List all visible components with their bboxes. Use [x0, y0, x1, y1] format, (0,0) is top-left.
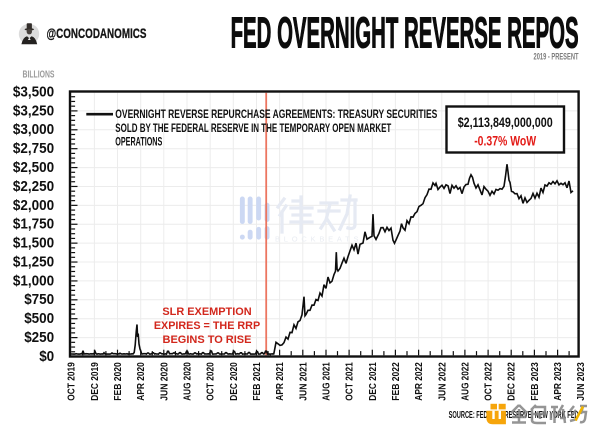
- svg-text:FEB 2020: FEB 2020: [113, 362, 124, 401]
- svg-text:AUG 2021: AUG 2021: [322, 362, 333, 401]
- svg-text:$2,113,849,000,000: $2,113,849,000,000: [458, 115, 553, 130]
- svg-text:FED OVERNIGHT REVERSE REPOS: FED OVERNIGHT REVERSE REPOS: [231, 10, 579, 58]
- svg-text:SLR EXEMPTION: SLR EXEMPTION: [162, 306, 251, 318]
- svg-text:BLOCKBEATS: BLOCKBEATS: [275, 235, 362, 244]
- svg-text:APR 2022: APR 2022: [414, 362, 425, 401]
- svg-text:DEC 2021: DEC 2021: [368, 362, 379, 401]
- svg-text:SOLD BY THE FEDERAL RESERVE IN: SOLD BY THE FEDERAL RESERVE IN THE TEMPO…: [115, 123, 391, 135]
- svg-text:DEC 2019: DEC 2019: [90, 362, 101, 401]
- svg-text:APR 2023: APR 2023: [553, 362, 564, 401]
- svg-text:BEGINS TO RISE: BEGINS TO RISE: [163, 334, 252, 346]
- svg-text:@CONCODANOMICS: @CONCODANOMICS: [47, 26, 147, 41]
- svg-text:$0: $0: [39, 348, 54, 365]
- svg-text:OCT 2021: OCT 2021: [345, 362, 356, 401]
- svg-text:DEC 2022: DEC 2022: [507, 362, 518, 401]
- svg-text:2019 - PRESENT: 2019 - PRESENT: [534, 51, 579, 61]
- svg-text:AUG 2020: AUG 2020: [183, 362, 194, 401]
- svg-text:DEC 2020: DEC 2020: [229, 362, 240, 401]
- svg-text:AUG 2022: AUG 2022: [460, 362, 471, 401]
- svg-text:$3,500: $3,500: [13, 83, 54, 100]
- svg-text:OCT 2020: OCT 2020: [206, 362, 217, 401]
- svg-text:APR 2020: APR 2020: [136, 362, 147, 401]
- svg-text:$1,750: $1,750: [13, 216, 54, 233]
- svg-text:OCT 2022: OCT 2022: [484, 362, 495, 401]
- svg-text:$750: $750: [24, 291, 54, 308]
- svg-text:OCT 2019: OCT 2019: [67, 362, 78, 401]
- svg-text:OVERNIGHT REVERSE REPURCHASE A: OVERNIGHT REVERSE REPURCHASE AGREEMENTS:…: [115, 109, 437, 121]
- svg-text:-0.37% WoW: -0.37% WoW: [474, 134, 537, 149]
- svg-text:$1,250: $1,250: [13, 253, 54, 270]
- svg-text:$2,000: $2,000: [13, 197, 54, 214]
- svg-text:APR 2021: APR 2021: [275, 362, 286, 401]
- svg-text:FEB 2023: FEB 2023: [530, 362, 541, 401]
- svg-text:EXPIRES = THE RRP: EXPIRES = THE RRP: [154, 320, 261, 332]
- svg-text:$500: $500: [24, 310, 54, 327]
- svg-text:$2,500: $2,500: [13, 159, 54, 176]
- svg-text:JUN 2022: JUN 2022: [437, 362, 448, 401]
- svg-text:$3,000: $3,000: [13, 121, 54, 138]
- svg-text:$1,500: $1,500: [13, 235, 54, 252]
- svg-text:$2,750: $2,750: [13, 140, 54, 157]
- svg-text:$3,250: $3,250: [13, 102, 54, 119]
- svg-text:$2,250: $2,250: [13, 178, 54, 195]
- svg-text:JUN 2023: JUN 2023: [576, 362, 587, 401]
- svg-text:$250: $250: [24, 329, 54, 346]
- svg-text:SOURCE: FEDERAL RESERVE, NEW Y: SOURCE: FEDERAL RESERVE, NEW YORK FED: [449, 410, 579, 421]
- svg-text:$1,000: $1,000: [13, 272, 54, 289]
- svg-text:BILLIONS: BILLIONS: [23, 70, 55, 81]
- svg-text:FEB 2021: FEB 2021: [252, 362, 263, 401]
- svg-text:JUN 2021: JUN 2021: [298, 362, 309, 401]
- svg-text:FEB 2022: FEB 2022: [391, 362, 402, 401]
- svg-text:OPERATIONS: OPERATIONS: [115, 137, 162, 149]
- svg-text:JUN 2020: JUN 2020: [159, 362, 170, 401]
